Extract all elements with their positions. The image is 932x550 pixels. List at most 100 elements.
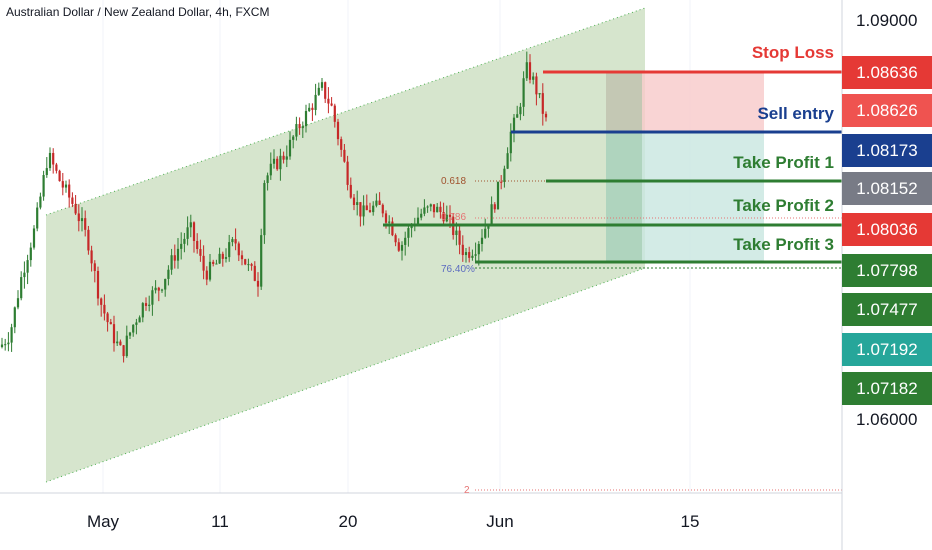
candle-bear bbox=[544, 113, 548, 118]
candle-bear bbox=[468, 252, 471, 258]
candle-bear bbox=[368, 210, 372, 213]
candle-bull bbox=[180, 243, 183, 249]
candle-bull bbox=[490, 204, 493, 225]
candle-bull bbox=[7, 342, 10, 345]
candle-bear bbox=[381, 204, 384, 214]
price-label-tp1: 1.07798 bbox=[842, 254, 932, 287]
candle-bear bbox=[391, 221, 394, 236]
candle-bear bbox=[96, 270, 100, 299]
candle-bull bbox=[151, 290, 154, 305]
candle-bull bbox=[208, 261, 212, 280]
candle-bear bbox=[58, 170, 61, 182]
candle-bull bbox=[260, 235, 263, 287]
candle-bull bbox=[372, 205, 375, 213]
candle-bear bbox=[192, 222, 196, 241]
candle-bull bbox=[170, 255, 173, 270]
candle-bull bbox=[135, 322, 138, 325]
take-profit-3-label: Take Profit 3 bbox=[733, 235, 834, 254]
candle-bull bbox=[455, 230, 458, 236]
candle-bull bbox=[80, 218, 84, 222]
risk-zone bbox=[606, 72, 764, 132]
candle-bull bbox=[154, 287, 157, 291]
candle-bull bbox=[231, 239, 234, 243]
candle-bull bbox=[477, 243, 480, 255]
candle-bull bbox=[224, 257, 228, 259]
candle-bull bbox=[263, 183, 266, 236]
candle-bull bbox=[26, 260, 29, 273]
candle-bull bbox=[538, 93, 541, 95]
price-label-current: 1.08152 bbox=[842, 172, 932, 205]
candle-bull bbox=[32, 228, 36, 248]
candle-bull bbox=[436, 206, 439, 213]
candle-bull bbox=[304, 110, 308, 127]
take-profit-2-label: Take Profit 2 bbox=[733, 196, 834, 215]
candle-bull bbox=[362, 205, 365, 217]
candle-bear bbox=[256, 280, 260, 287]
candle-bull bbox=[148, 304, 151, 306]
candle-bull bbox=[266, 175, 269, 184]
candle-bear bbox=[250, 264, 253, 266]
candle-bull bbox=[160, 289, 164, 291]
price-label-entry-alt: 1.08626 bbox=[842, 94, 932, 127]
candle-bull bbox=[218, 253, 221, 264]
candle-bull bbox=[186, 227, 189, 239]
fib-764-label: 76.40% bbox=[441, 264, 475, 275]
candle-bull bbox=[189, 222, 192, 228]
candle-bear bbox=[365, 205, 368, 211]
candle-bull bbox=[285, 156, 288, 160]
candle-bear bbox=[541, 93, 544, 114]
candle-bull bbox=[141, 303, 144, 318]
candle-bull bbox=[320, 82, 324, 88]
candle-bear bbox=[112, 324, 116, 344]
candle-bull bbox=[474, 254, 477, 256]
candle-bull bbox=[272, 158, 276, 164]
candle-bear bbox=[253, 265, 256, 281]
candle-bull bbox=[247, 264, 250, 266]
candle-bear bbox=[461, 244, 464, 256]
candle-bull bbox=[45, 168, 48, 176]
candle-bull bbox=[42, 175, 45, 197]
candle-bull bbox=[23, 272, 26, 278]
candle-bull bbox=[423, 207, 426, 214]
candle-bull bbox=[228, 242, 231, 258]
candle-bull bbox=[39, 196, 42, 208]
candle-bear bbox=[359, 202, 362, 217]
candle-bear bbox=[240, 255, 244, 260]
candle-bear bbox=[221, 253, 224, 259]
candle-bear bbox=[55, 164, 58, 171]
candle-bull bbox=[176, 248, 180, 261]
candle-bull bbox=[416, 217, 420, 226]
price-label-tp3-alt: 1.07192 bbox=[842, 333, 932, 366]
candle-bear bbox=[237, 243, 240, 256]
candle-bull bbox=[445, 214, 448, 222]
x-tick-label: Jun bbox=[486, 512, 514, 531]
candle-bull bbox=[407, 228, 410, 238]
candle-bear bbox=[77, 213, 80, 222]
candle-bear bbox=[394, 235, 397, 243]
candle-bull bbox=[356, 202, 359, 206]
candle-bear bbox=[282, 155, 285, 160]
candle-bull bbox=[295, 124, 298, 137]
candle-bull bbox=[279, 155, 282, 170]
candle-bull bbox=[308, 107, 311, 111]
candle-bear bbox=[458, 230, 461, 245]
candle-bear bbox=[276, 158, 279, 170]
candle-bear bbox=[330, 103, 333, 106]
candle-bear bbox=[205, 270, 208, 280]
candle-bull bbox=[484, 228, 487, 238]
candle-bear bbox=[311, 107, 314, 110]
candle-bear bbox=[106, 313, 109, 323]
candle-bear bbox=[346, 161, 349, 185]
candle-bear bbox=[52, 152, 55, 165]
candle-bull bbox=[532, 76, 535, 80]
candle-bear bbox=[90, 250, 93, 264]
candle-bear bbox=[343, 149, 346, 162]
x-tick-label: 20 bbox=[338, 512, 358, 531]
candle-bear bbox=[528, 62, 532, 80]
candle-bear bbox=[196, 240, 199, 250]
y-tick-label: 1.06000 bbox=[856, 410, 918, 429]
candle-bull bbox=[16, 298, 20, 308]
candle-bear bbox=[93, 263, 96, 271]
candle-bear bbox=[298, 124, 301, 129]
